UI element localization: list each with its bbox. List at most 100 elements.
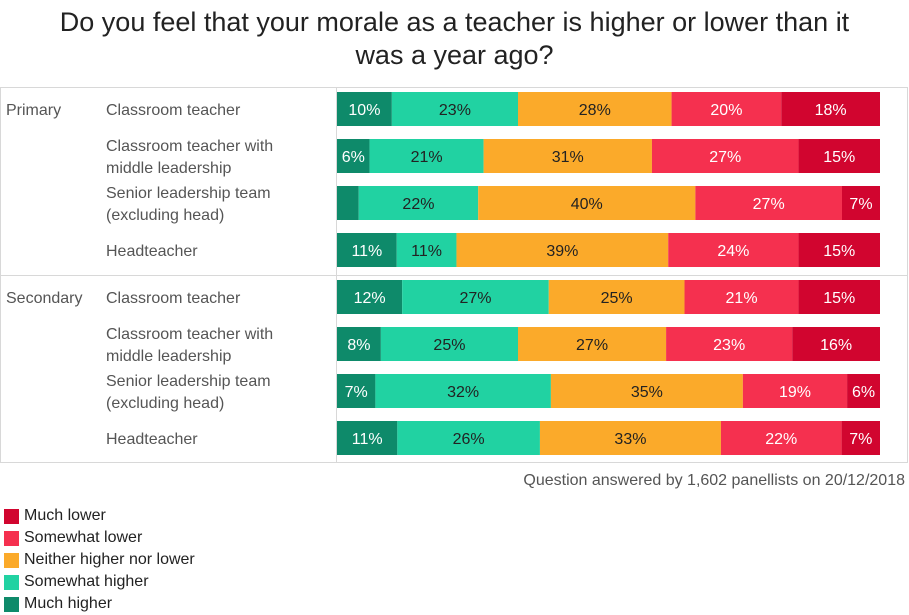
data-label: 22% [765, 431, 797, 448]
data-label: 11% [352, 431, 383, 448]
data-label: 16% [820, 337, 852, 354]
group-label-secondary: Secondary [6, 290, 83, 307]
legend-label: Somewhat lower [24, 529, 143, 546]
bar-segment-g0-r2-s2 [478, 186, 696, 220]
legend-label: Somewhat higher [24, 573, 149, 590]
bar-segment-g0-r0-s2 [518, 92, 672, 126]
bar-segment-g1-r1-s4 [792, 327, 880, 361]
legend-item: Much higher [4, 593, 195, 615]
bar-segment-g1-r0-s3 [684, 280, 799, 314]
data-label: 6% [852, 384, 875, 401]
bar-segment-g0-r2-s0 [337, 186, 359, 220]
bar-segment-g0-r0-s0 [337, 92, 392, 126]
data-label: 40% [571, 196, 603, 213]
chart-title-line-1: Do you feel that your morale as a teache… [59, 7, 850, 37]
bar-segment-g1-r1-s3 [666, 327, 793, 361]
data-label: 20% [710, 102, 742, 119]
legend-item: Much lower [4, 505, 195, 527]
legend-swatch [4, 574, 19, 590]
category-label: (excluding head) [106, 207, 224, 224]
data-label: 15% [823, 243, 855, 260]
bar-segment-g0-r2-s4 [841, 186, 880, 220]
bar-segment-g1-r3-s2 [539, 421, 721, 455]
legend-swatch [4, 530, 19, 546]
chart-footnote: Question answered by 1,602 panellists on… [523, 472, 905, 489]
bar-segment-g0-r0-s1 [391, 92, 518, 126]
data-label: 25% [433, 337, 465, 354]
bar-segment-g0-r3-s0 [337, 233, 397, 267]
bar-segment-g1-r0-s1 [402, 280, 549, 314]
bar-segment-g1-r2-s4 [847, 374, 880, 408]
group-label-primary: Primary [6, 102, 61, 119]
data-label: 33% [614, 431, 646, 448]
data-label: 23% [713, 337, 745, 354]
legend-label: Much lower [24, 507, 106, 524]
data-label: 21% [726, 290, 758, 307]
category-label: Headteacher [106, 431, 198, 448]
category-label: middle leadership [106, 160, 232, 177]
data-label: 26% [453, 431, 485, 448]
bar-segment-g1-r3-s0 [337, 421, 398, 455]
data-label: 6% [342, 149, 365, 166]
data-label: 28% [579, 102, 611, 119]
category-label: (excluding head) [106, 395, 224, 412]
stacked-bar-chart: Primary Classroom teacher 10% 23% 28% 20% 18% C… [0, 87, 908, 463]
data-label: 32% [447, 384, 479, 401]
data-label: 12% [354, 290, 386, 307]
category-label: Headteacher [106, 243, 198, 260]
bar-segment-g0-r1-s2 [483, 139, 652, 173]
data-label: 15% [823, 149, 855, 166]
data-label: 21% [411, 149, 443, 166]
bar-segment-g0-r1-s3 [651, 139, 799, 173]
bar-segment-g0-r3-s4 [798, 233, 880, 267]
legend-label: Much higher [24, 595, 113, 612]
data-label: 7% [849, 431, 872, 448]
category-label: middle leadership [106, 348, 232, 365]
bar-segment-g0-r1-s0 [337, 139, 370, 173]
category-label: Senior leadership team [106, 373, 271, 390]
bar-segment-g0-r2-s1 [358, 186, 479, 220]
category-label: Classroom teacher [106, 102, 241, 119]
legend-swatch [4, 596, 19, 612]
category-label: Senior leadership team [106, 185, 271, 202]
bar-segment-g1-r0-s0 [337, 280, 403, 314]
data-label: 7% [345, 384, 368, 401]
data-label: 27% [709, 149, 741, 166]
legend-swatch [4, 552, 19, 568]
data-label: 35% [631, 384, 663, 401]
data-label: 31% [552, 149, 584, 166]
data-label: 8% [347, 337, 370, 354]
bar-segment-g1-r3-s4 [841, 421, 880, 455]
chart-plot-area: Primary Classroom teacher 10% 23% 28% 20% 18% C… [0, 87, 909, 464]
bar-segment-g1-r2-s2 [550, 374, 743, 408]
category-label: Classroom teacher with [106, 138, 273, 155]
bar-segment-g1-r1-s2 [518, 327, 667, 361]
data-label: 25% [601, 290, 633, 307]
category-label: Classroom teacher [106, 290, 241, 307]
bar-segment-g1-r1-s0 [337, 327, 381, 361]
bar-segment-g0-r0-s3 [671, 92, 782, 126]
data-label: 7% [849, 196, 872, 213]
chart-legend: Much lower Somewhat lower Neither higher n… [4, 505, 195, 615]
bar-segment-g0-r1-s4 [798, 139, 880, 173]
data-label: 39% [546, 243, 578, 260]
bar-segment-g1-r3-s1 [397, 421, 540, 455]
bar-segment-g0-r0-s4 [781, 92, 880, 126]
legend-item: Somewhat higher [4, 571, 195, 593]
bar-segment-g0-r3-s1 [396, 233, 457, 267]
chart-title-line-2: was a year ago? [355, 40, 554, 70]
legend-item: Somewhat lower [4, 527, 195, 549]
legend-item: Neither higher nor lower [4, 549, 195, 571]
data-label: 24% [717, 243, 749, 260]
bar-segment-g1-r1-s1 [380, 327, 518, 361]
bar-segment-g1-r2-s1 [375, 374, 551, 408]
chart-title: Do you feel that your morale as a teache… [0, 6, 909, 72]
bar-segment-g0-r3-s3 [668, 233, 799, 267]
data-label: 10% [348, 102, 380, 119]
data-label: 27% [459, 290, 491, 307]
legend-swatch [4, 508, 19, 524]
data-label: 18% [815, 102, 847, 119]
data-label: 27% [576, 337, 608, 354]
bar-segment-g0-r2-s3 [695, 186, 842, 220]
data-label: 15% [823, 290, 855, 307]
